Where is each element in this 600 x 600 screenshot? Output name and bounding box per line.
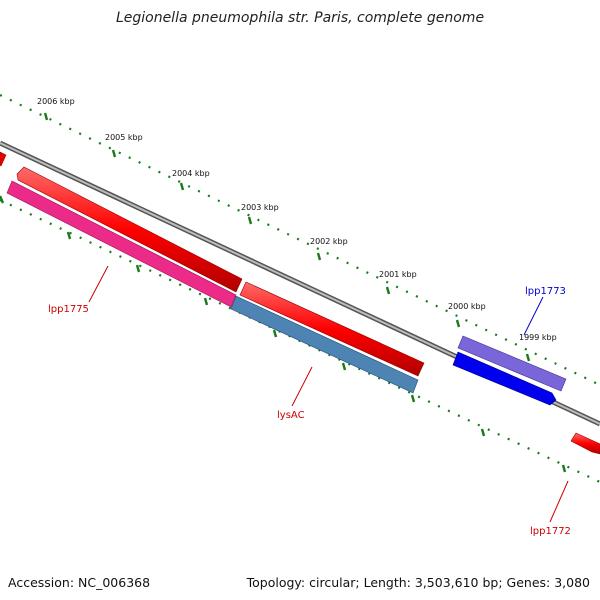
tick-label-2003: 2003 kbp — [241, 203, 279, 212]
tick-label-1999: 1999 kbp — [519, 333, 557, 342]
outer-tick-track — [0, 94, 600, 386]
gene-forward-long[interactable] — [16, 166, 243, 293]
callout-line-lpp1773 — [523, 296, 544, 336]
tick-label-2000: 2000 kbp — [448, 302, 486, 311]
tick-label-2005: 2005 kbp — [105, 133, 143, 142]
inner-major-ticks — [0, 195, 567, 473]
callout-line-lysAC — [291, 366, 313, 407]
gene-lysAC[interactable] — [230, 295, 419, 394]
gene-forward-middle[interactable] — [239, 281, 425, 377]
tick-label-2001: 2001 kbp — [379, 270, 417, 279]
outer-major-ticks — [43, 112, 531, 362]
genome-stats-text: Topology: circular; Length: 3,503,610 bp… — [246, 575, 590, 590]
tick-label-2006: 2006 kbp — [37, 97, 75, 106]
tick-label-2002: 2002 kbp — [310, 237, 348, 246]
gene-label-lpp1775[interactable]: lpp1775 — [48, 304, 89, 315]
gene-blue[interactable] — [452, 351, 557, 406]
gene-forward-left-edge[interactable] — [0, 151, 7, 167]
callout-line-lpp1772 — [549, 480, 569, 523]
accession-text: Accession: NC_006368 — [8, 575, 151, 590]
map-title: Legionella pneumophila str. Paris, compl… — [115, 10, 485, 26]
gene-label-lysAC[interactable]: lysAC — [277, 410, 305, 421]
tick-label-2004: 2004 kbp — [172, 169, 210, 178]
callout-line-lpp1775 — [88, 265, 109, 303]
gene-lpp1775[interactable] — [6, 180, 237, 308]
gene-label-lpp1773[interactable]: lpp1773 — [525, 286, 566, 297]
gene-lpp1773[interactable] — [457, 335, 567, 392]
gene-lpp1772[interactable] — [570, 432, 600, 455]
gene-label-lpp1772[interactable]: lpp1772 — [530, 526, 571, 537]
